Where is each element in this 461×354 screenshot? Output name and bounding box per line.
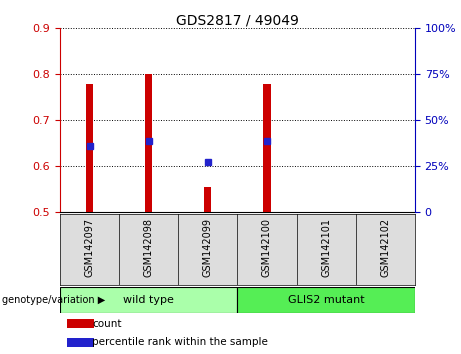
Bar [67, 338, 94, 347]
Bar [60, 287, 237, 313]
Text: GSM142102: GSM142102 [380, 218, 390, 277]
Text: GSM142098: GSM142098 [144, 218, 154, 277]
Text: count: count [92, 319, 121, 329]
Text: percentile rank within the sample: percentile rank within the sample [92, 337, 268, 347]
Bar [67, 319, 94, 329]
Text: GSM142099: GSM142099 [203, 218, 213, 277]
Bar [237, 287, 415, 313]
Text: GSM142101: GSM142101 [321, 218, 331, 277]
Bar [263, 84, 271, 212]
Text: genotype/variation ▶: genotype/variation ▶ [2, 295, 106, 305]
Title: GDS2817 / 49049: GDS2817 / 49049 [176, 13, 299, 27]
Text: wild type: wild type [123, 295, 174, 305]
Bar [204, 187, 212, 212]
Bar [86, 84, 93, 212]
Text: GSM142100: GSM142100 [262, 218, 272, 277]
Text: GLIS2 mutant: GLIS2 mutant [288, 295, 365, 305]
Text: GSM142097: GSM142097 [84, 218, 95, 277]
Bar [145, 74, 152, 212]
